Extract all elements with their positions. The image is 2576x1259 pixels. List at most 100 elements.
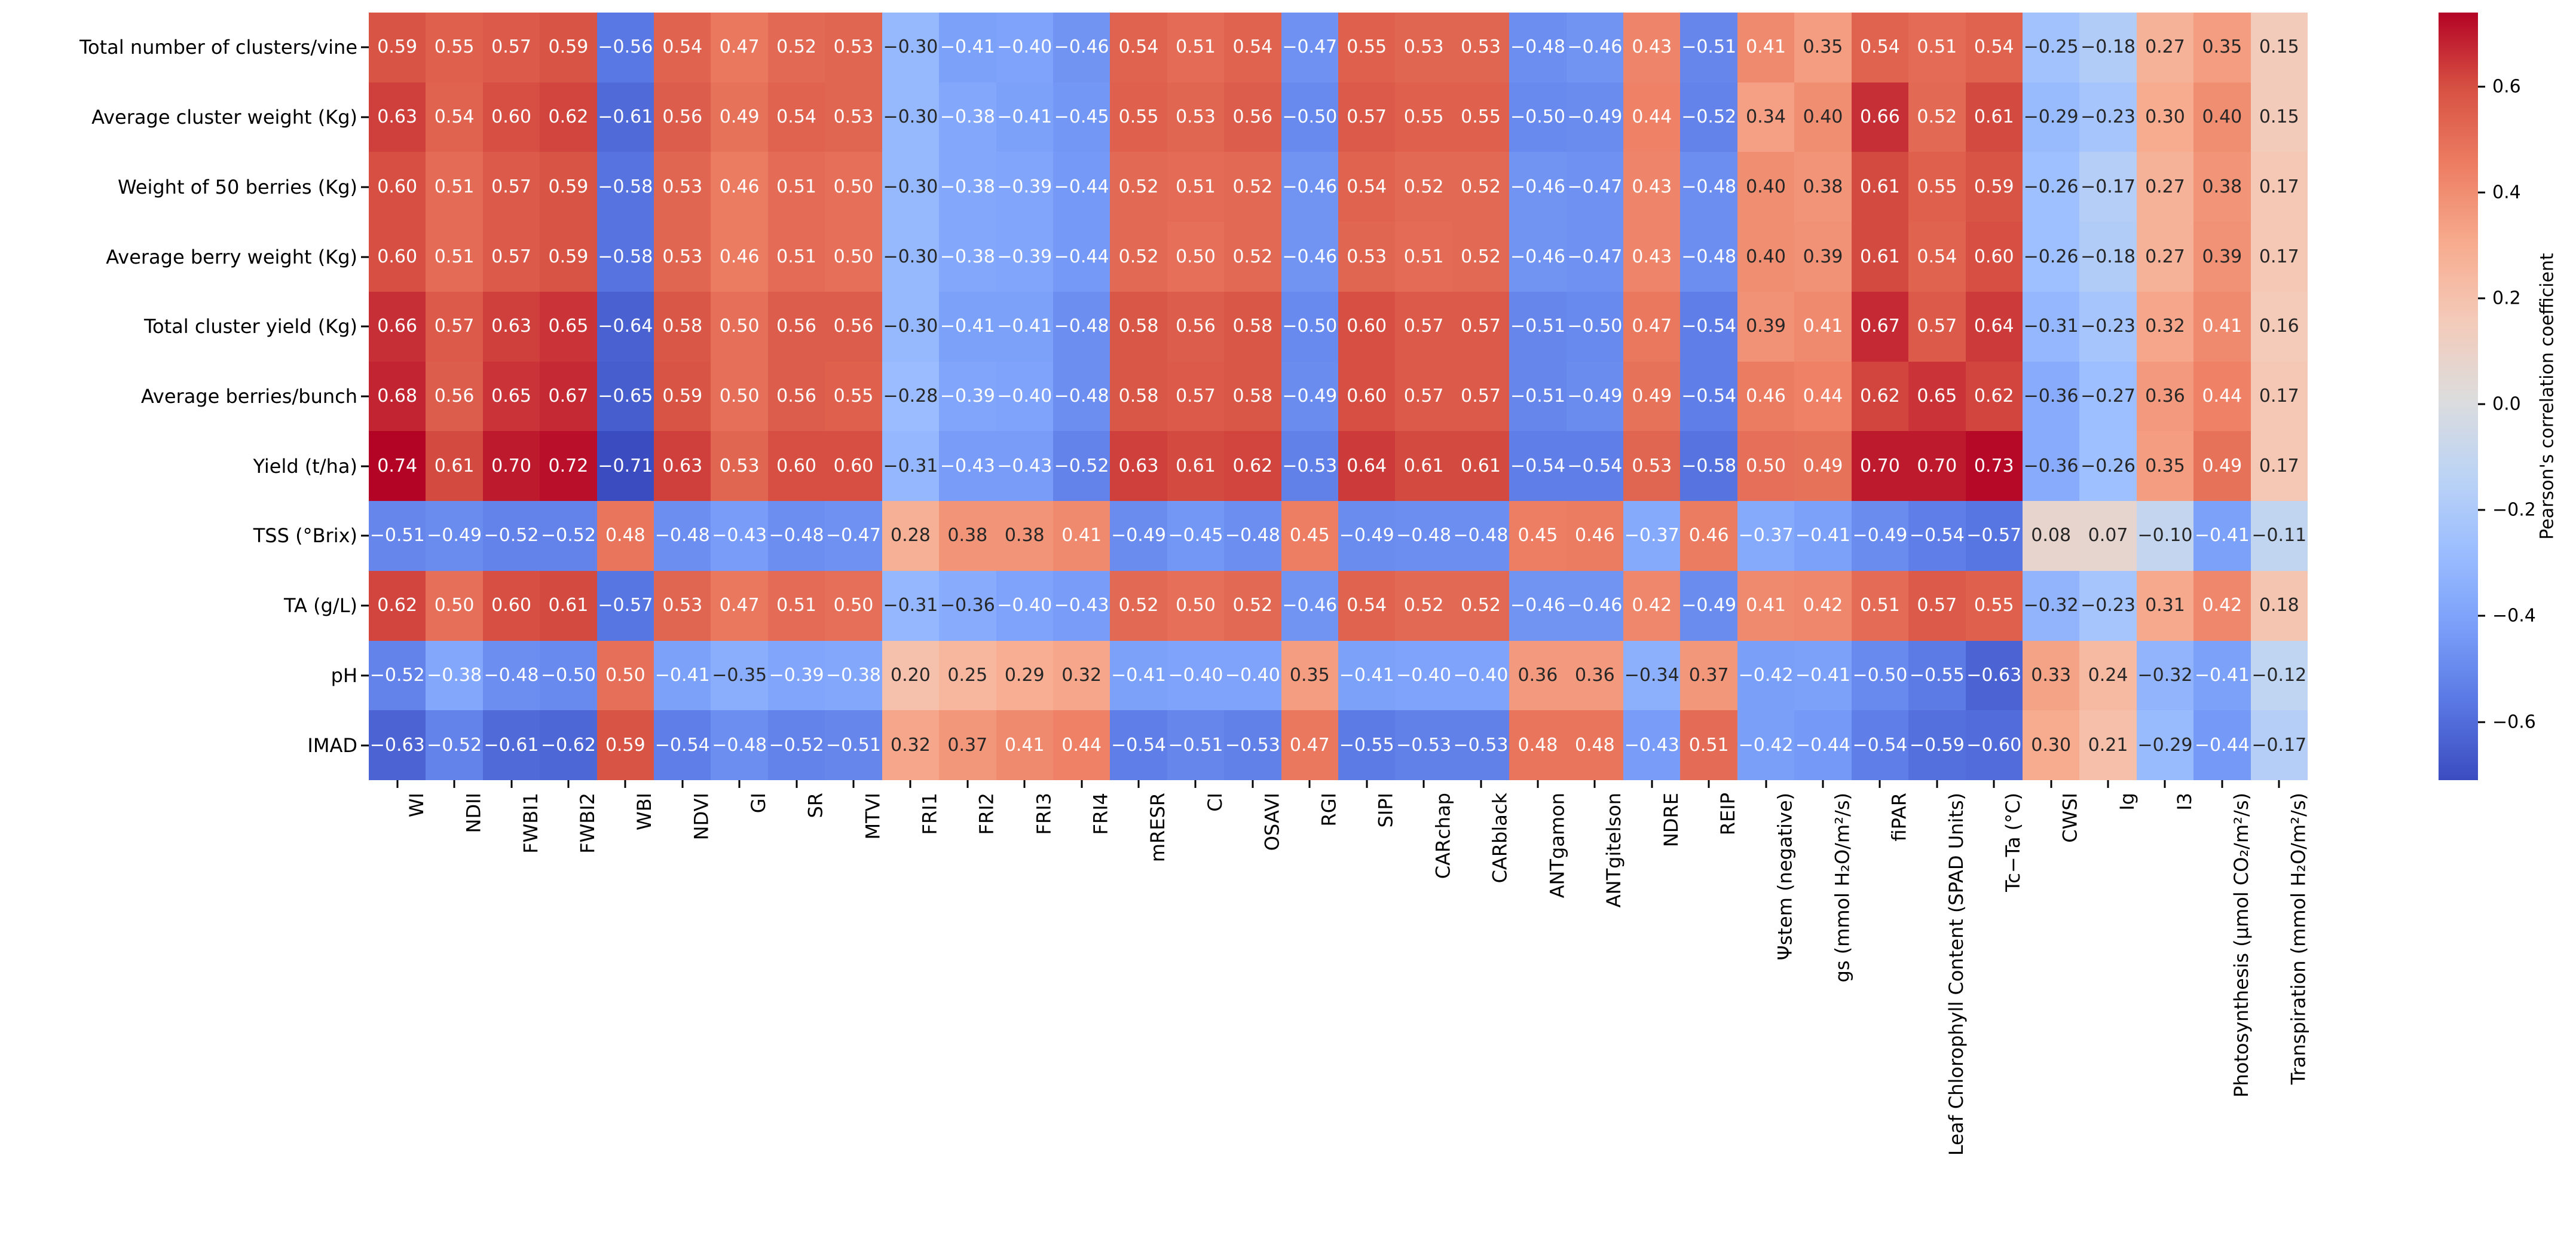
y-axis-tick bbox=[361, 674, 369, 677]
heatmap-cell: 0.49 bbox=[2193, 431, 2251, 502]
heatmap-cell: −0.40 bbox=[1224, 640, 1281, 711]
heatmap-cell: 0.07 bbox=[2079, 501, 2137, 571]
heatmap-cell: −0.50 bbox=[1851, 640, 1909, 711]
heatmap-cell: −0.43 bbox=[711, 501, 768, 571]
x-axis-label: gs (mmol H₂O/m²/s) bbox=[1831, 793, 1853, 983]
heatmap-cell: 0.46 bbox=[1680, 501, 1737, 571]
y-axis-tick bbox=[361, 46, 369, 48]
heatmap-cell: 0.50 bbox=[825, 222, 882, 292]
heatmap-cell: 0.50 bbox=[825, 570, 882, 641]
heatmap-cell: 0.27 bbox=[2136, 152, 2194, 222]
colorbar-tick bbox=[2478, 297, 2485, 300]
heatmap-cell: 0.46 bbox=[1737, 361, 1795, 432]
x-axis-tick bbox=[1137, 780, 1140, 788]
heatmap-cell: 0.53 bbox=[1452, 13, 1510, 82]
heatmap-cell: 0.50 bbox=[1167, 222, 1225, 292]
x-axis-label: CI bbox=[1203, 793, 1226, 812]
heatmap-cell: 0.47 bbox=[711, 13, 768, 82]
heatmap-cell: 0.44 bbox=[1794, 361, 1852, 432]
y-axis-tick bbox=[361, 186, 369, 188]
y-axis-label: Average berry weight (Kg) bbox=[106, 245, 357, 268]
heatmap-cell: 0.53 bbox=[711, 431, 768, 502]
y-axis-label: Average berries/bunch bbox=[140, 385, 357, 408]
heatmap-cell: 0.64 bbox=[1338, 431, 1396, 502]
heatmap-cell: −0.45 bbox=[1167, 501, 1225, 571]
heatmap-cell: −0.54 bbox=[1680, 291, 1737, 362]
heatmap-cell: 0.35 bbox=[2136, 431, 2194, 502]
heatmap-cell: 0.57 bbox=[1452, 361, 1510, 432]
heatmap-cell: −0.47 bbox=[825, 501, 882, 571]
heatmap-cell: −0.52 bbox=[426, 710, 483, 780]
x-axis-label: GI bbox=[747, 793, 770, 814]
heatmap-cell: −0.46 bbox=[1281, 152, 1338, 222]
heatmap-cell: −0.53 bbox=[1452, 710, 1510, 780]
heatmap-cell: −0.23 bbox=[2079, 570, 2137, 641]
heatmap-cell: 0.70 bbox=[1908, 431, 1966, 502]
heatmap-cell: −0.43 bbox=[939, 431, 996, 502]
x-axis-label: MTVI bbox=[861, 793, 884, 840]
heatmap-cell: 0.43 bbox=[1623, 13, 1681, 82]
colorbar-label: Pearson's correlation coefficient bbox=[2537, 253, 2558, 540]
heatmap-cell: −0.38 bbox=[426, 640, 483, 711]
heatmap-cell: −0.49 bbox=[1338, 501, 1396, 571]
heatmap-cell: −0.25 bbox=[2022, 13, 2080, 82]
heatmap-cell: 0.49 bbox=[711, 82, 768, 152]
colorbar-tick bbox=[2478, 509, 2485, 511]
heatmap-cell: 0.57 bbox=[1908, 570, 1966, 641]
heatmap-cell: 0.57 bbox=[426, 291, 483, 362]
heatmap-cell: −0.55 bbox=[1338, 710, 1396, 780]
heatmap-cell: −0.10 bbox=[2136, 501, 2194, 571]
heatmap-cell: −0.32 bbox=[2136, 640, 2194, 711]
heatmap-cell: 0.27 bbox=[2136, 222, 2194, 292]
heatmap-cell: 0.49 bbox=[1623, 361, 1681, 432]
heatmap-cell: 0.58 bbox=[1110, 291, 1167, 362]
heatmap-cell: 0.53 bbox=[1338, 222, 1396, 292]
heatmap-cell: 0.60 bbox=[1965, 222, 2023, 292]
heatmap-cell: 0.59 bbox=[540, 152, 597, 222]
heatmap-cell: −0.55 bbox=[1908, 640, 1966, 711]
heatmap-cell: 0.54 bbox=[426, 82, 483, 152]
y-axis-label: IMAD bbox=[307, 734, 357, 757]
heatmap-cell: 0.47 bbox=[1623, 291, 1681, 362]
heatmap-cell: 0.56 bbox=[1167, 291, 1225, 362]
heatmap-cell: 0.35 bbox=[1281, 640, 1338, 711]
heatmap-cell: −0.49 bbox=[1110, 501, 1167, 571]
heatmap-cell: −0.26 bbox=[2079, 431, 2137, 502]
colorbar-tick-label: 0.6 bbox=[2492, 76, 2521, 97]
heatmap-cell: 0.51 bbox=[767, 570, 825, 641]
heatmap-cell: −0.51 bbox=[1509, 291, 1567, 362]
x-axis-tick bbox=[1081, 780, 1083, 788]
heatmap-cell: −0.43 bbox=[996, 431, 1053, 502]
heatmap-cell: 0.48 bbox=[1566, 710, 1624, 780]
heatmap-cell: 0.38 bbox=[939, 501, 996, 571]
heatmap-cell: 0.56 bbox=[654, 82, 711, 152]
heatmap-cell: 0.54 bbox=[1851, 13, 1909, 82]
x-axis-tick bbox=[1537, 780, 1539, 788]
heatmap-cell: −0.52 bbox=[1053, 431, 1110, 502]
colorbar-tick-label: −0.2 bbox=[2492, 499, 2536, 521]
heatmap-cell: −0.47 bbox=[1566, 152, 1624, 222]
heatmap-cell: −0.35 bbox=[711, 640, 768, 711]
heatmap-cell: 0.41 bbox=[996, 710, 1053, 780]
heatmap-cell: 0.52 bbox=[1110, 222, 1167, 292]
heatmap-cell: −0.51 bbox=[1680, 13, 1737, 82]
heatmap-cell: 0.46 bbox=[711, 152, 768, 222]
heatmap-cell: 0.44 bbox=[1053, 710, 1110, 780]
heatmap-cell: 0.40 bbox=[1737, 152, 1795, 222]
colorbar-tick-label: −0.4 bbox=[2492, 605, 2536, 627]
heatmap-cell: 0.33 bbox=[2022, 640, 2080, 711]
heatmap-cell: 0.50 bbox=[711, 361, 768, 432]
heatmap-cell: −0.43 bbox=[1053, 570, 1110, 641]
heatmap-cell: 0.54 bbox=[767, 82, 825, 152]
heatmap-grid: 0.59 0.55 0.57 0.59 −0.56 0.54 0.47 0.52 0.53 −0.… bbox=[369, 13, 2308, 780]
heatmap-cell: −0.47 bbox=[1281, 13, 1338, 82]
heatmap-cell: −0.31 bbox=[2022, 291, 2080, 362]
heatmap-cell: −0.54 bbox=[1509, 431, 1567, 502]
heatmap-cell: −0.62 bbox=[540, 710, 597, 780]
heatmap-cell: −0.56 bbox=[596, 13, 654, 82]
heatmap-cell: 0.15 bbox=[2250, 13, 2308, 82]
heatmap-cell: 0.41 bbox=[2193, 291, 2251, 362]
y-axis-tick bbox=[361, 116, 369, 118]
heatmap-cell: 0.39 bbox=[2193, 222, 2251, 292]
